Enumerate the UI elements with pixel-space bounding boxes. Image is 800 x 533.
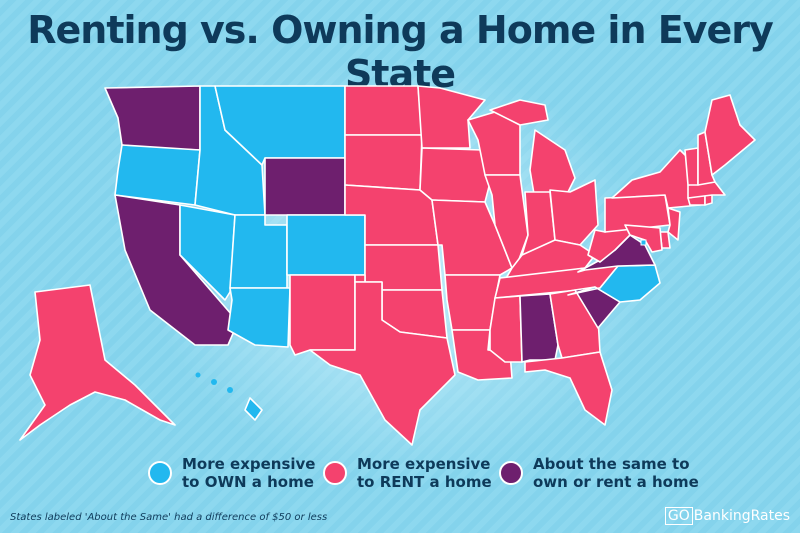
state-FL[interactable] — [524, 351, 613, 426]
state-VT[interactable] — [684, 147, 699, 186]
state-NV[interactable] — [179, 204, 236, 301]
legend-rent-label: More expensive to RENT a home — [357, 455, 492, 491]
legend-rent-swatch — [323, 461, 347, 485]
state-WA[interactable] — [104, 85, 201, 151]
state-NC[interactable] — [567, 264, 661, 303]
state-HI[interactable] — [244, 397, 263, 421]
legend-same-label: About the same to own or rent a home — [533, 455, 699, 491]
state-CO[interactable] — [286, 214, 366, 276]
state-SD[interactable] — [344, 134, 423, 191]
state-MD[interactable] — [624, 224, 663, 253]
state-TX[interactable] — [309, 281, 456, 446]
state-NM[interactable] — [289, 274, 356, 356]
state-MI-upper[interactable] — [489, 99, 549, 126]
state-UT[interactable] — [229, 214, 288, 289]
state-AK[interactable] — [19, 284, 176, 441]
state-OR[interactable] — [114, 144, 201, 206]
state-NJ[interactable] — [667, 207, 681, 241]
brand-go: GO — [664, 507, 693, 525]
legend-own-swatch — [148, 461, 172, 485]
footnote: States labeled 'About the Same' had a di… — [10, 512, 328, 523]
page-title: Renting vs. Owning a Home in Every State — [27, 8, 773, 96]
state-MS[interactable] — [489, 295, 523, 363]
legend-own-label: More expensive to OWN a home — [182, 455, 316, 491]
state-DC[interactable] — [640, 239, 647, 246]
legend-same: About the same to own or rent a home — [499, 455, 699, 491]
brand-logo: GO BankingRates — [664, 507, 790, 525]
brand-name: BankingRates — [693, 508, 790, 524]
state-ME[interactable] — [704, 94, 756, 176]
state-MN[interactable] — [417, 85, 486, 149]
state-WY[interactable] — [264, 157, 346, 216]
legend-own: More expensive to OWN a home — [148, 455, 315, 491]
state-HI-island — [195, 372, 201, 378]
legend-rent: More expensive to RENT a home — [323, 455, 492, 491]
legend-same-swatch — [499, 461, 523, 485]
state-AZ[interactable] — [227, 287, 291, 348]
state-HI-island — [227, 387, 233, 393]
state-ND[interactable] — [344, 85, 423, 136]
state-HI-island — [211, 379, 217, 385]
